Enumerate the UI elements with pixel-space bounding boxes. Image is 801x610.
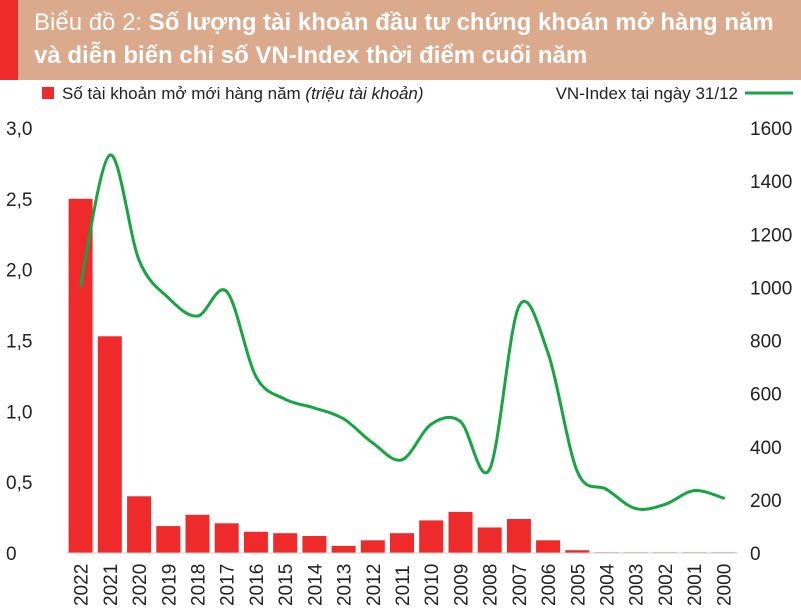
vn-index-point-2002 xyxy=(663,502,667,506)
y-right-tick-label: 1200 xyxy=(750,225,792,246)
bar-2009 xyxy=(448,511,473,553)
x-tick-label: 2017 xyxy=(218,564,239,606)
vn-index-point-2019 xyxy=(166,296,170,300)
vn-index-point-2000 xyxy=(721,496,725,500)
vn-index-point-2022 xyxy=(79,284,83,287)
y-right-tick-label: 800 xyxy=(750,332,782,353)
vn-index-point-2021 xyxy=(108,153,112,157)
legend-line-label: VN-Index tại ngày 31/12 xyxy=(556,84,738,103)
y-right-tick-label: 400 xyxy=(750,438,782,459)
bar-2021 xyxy=(97,336,122,554)
x-tick-label: 2022 xyxy=(72,564,93,606)
y-left-tick-label: 0,5 xyxy=(6,473,32,494)
legend-bar-label: Số tài khoản mở mới hàng năm (triệu tài … xyxy=(62,84,424,103)
bar-2017 xyxy=(214,523,239,554)
bar-2014 xyxy=(302,536,327,553)
x-tick-label: 2013 xyxy=(335,564,356,606)
chart-title-prefix: Biểu đồ 2: xyxy=(34,9,149,36)
x-tick-label: 2010 xyxy=(422,564,443,606)
y-left-tick-label: 0 xyxy=(6,544,17,565)
bar-2010 xyxy=(419,520,444,553)
vn-index-line xyxy=(79,153,725,511)
y-left-tick-label: 2,5 xyxy=(6,190,32,211)
y-left-tick-label: 1,5 xyxy=(6,332,32,353)
vn-index-point-2016 xyxy=(254,374,258,378)
x-tick-label: 2009 xyxy=(451,564,472,606)
bar-2020 xyxy=(127,496,152,553)
vn-index-point-2006 xyxy=(546,351,550,355)
chart-title: Biểu đồ 2: Số lượng tài khoản đầu tư chứ… xyxy=(34,6,794,72)
vn-index-point-2010 xyxy=(429,422,433,426)
bar-2005 xyxy=(565,550,590,553)
bar-2008 xyxy=(477,527,502,553)
y-left-tick-label: 1,0 xyxy=(6,402,32,423)
x-tick-label: 2014 xyxy=(305,563,326,606)
bar-2018 xyxy=(185,514,210,554)
x-tick-label: 2007 xyxy=(510,564,531,606)
x-tick-label: 2018 xyxy=(189,564,210,606)
vn-index-point-2007 xyxy=(517,305,521,308)
x-tick-label: 2005 xyxy=(568,564,589,606)
x-tick-label: 2016 xyxy=(247,564,268,606)
vn-index-point-2011 xyxy=(400,458,404,462)
x-tick-label: 2012 xyxy=(364,564,385,606)
vn-index-point-2008 xyxy=(488,467,492,471)
bar-2006 xyxy=(536,540,561,554)
chart-title-text: Số lượng tài khoản đầu tư chứng khoán mở… xyxy=(34,9,774,69)
vn-index-point-2017 xyxy=(225,290,229,294)
vn-index-point-2003 xyxy=(634,507,638,511)
x-tick-label: 2020 xyxy=(130,564,151,606)
title-accent xyxy=(0,0,18,80)
legend-bar-label-main: Số tài khoản mở mới hàng năm xyxy=(62,84,305,103)
y-left-tick-label: 2,0 xyxy=(6,261,32,282)
x-tick-label: 2001 xyxy=(685,564,706,606)
x-tick-label: 2021 xyxy=(101,564,122,606)
x-tick-label: 2006 xyxy=(539,564,560,606)
x-tick-label: 2008 xyxy=(481,564,502,606)
bar-2013 xyxy=(331,545,356,553)
y-right-tick-label: 0 xyxy=(750,544,761,565)
legend-bar-swatch xyxy=(42,87,54,99)
vn-index-point-2012 xyxy=(371,441,375,445)
x-tick-label: 2011 xyxy=(393,565,414,606)
vn-index-point-2015 xyxy=(283,397,287,401)
vn-index-point-2005 xyxy=(575,470,579,473)
vn-index-point-2009 xyxy=(458,420,462,423)
bar-2015 xyxy=(273,533,298,553)
y-right-tick-label: 600 xyxy=(750,385,782,406)
legend-bar-label-unit: (triệu tài khoản) xyxy=(305,84,423,103)
bar-2011 xyxy=(390,533,414,553)
y-right-tick-label: 1400 xyxy=(750,172,792,193)
vn-index-point-2020 xyxy=(137,258,141,262)
x-tick-label: 2000 xyxy=(714,564,735,606)
vn-index-point-2018 xyxy=(196,314,199,318)
vn-index-point-2004 xyxy=(605,487,608,491)
x-tick-label: 2004 xyxy=(598,563,619,606)
bar-2012 xyxy=(360,540,385,554)
x-tick-label: 2002 xyxy=(656,564,677,606)
x-tick-label: 2019 xyxy=(159,564,180,606)
bar-2019 xyxy=(156,526,181,553)
bar-2007 xyxy=(506,519,531,553)
vn-index-point-2013 xyxy=(342,417,346,421)
chart-area: Số tài khoản mở mới hàng năm (triệu tài … xyxy=(6,84,793,606)
vn-index-point-2014 xyxy=(312,406,316,410)
y-right-tick-label: 200 xyxy=(750,491,782,512)
x-tick-label: 2015 xyxy=(276,564,297,606)
x-tick-label: 2003 xyxy=(627,564,648,606)
title-bar: Biểu đồ 2: Số lượng tài khoản đầu tư chứ… xyxy=(0,0,801,80)
y-right-tick-label: 1000 xyxy=(750,278,792,299)
bar-2016 xyxy=(243,531,268,554)
bar-2022 xyxy=(68,198,93,554)
y-left-tick-label: 3,0 xyxy=(6,119,32,140)
vn-index-point-2001 xyxy=(692,489,696,493)
y-right-tick-label: 1600 xyxy=(750,119,792,140)
